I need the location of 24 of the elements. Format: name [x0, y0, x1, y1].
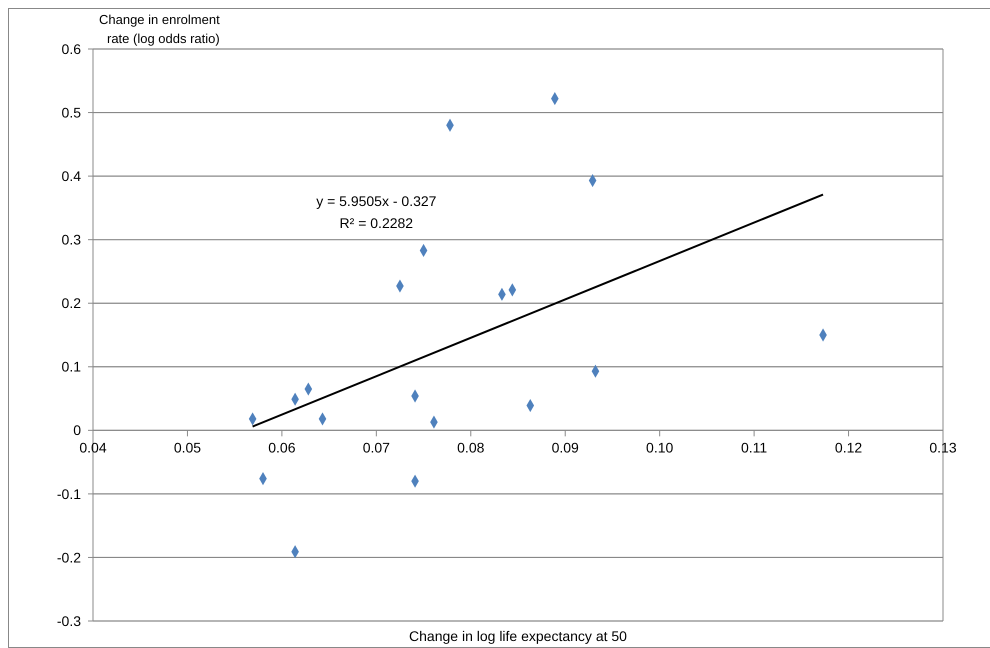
annotation: R² = 0.2282 [340, 215, 414, 232]
x-tick-label: 0.06 [268, 439, 296, 456]
x-tick-label: 0.08 [457, 439, 485, 456]
x-tick-label: 0.13 [929, 439, 957, 456]
y-tick-label: -0.2 [56, 549, 82, 566]
x-tick-label: 0.11 [741, 439, 768, 456]
x-axis-title: Change in log life expectancy at 50 [409, 628, 628, 644]
y-tick-label: -0.3 [56, 612, 82, 629]
x-tick-label: 0.07 [362, 439, 390, 456]
x-tick-label: 0.04 [79, 439, 107, 456]
y-tick-label: 0 [73, 422, 82, 438]
y-tick-label: 0.1 [62, 358, 82, 375]
y-tick-label: -0.1 [56, 486, 82, 502]
annotation: y = 5.9505x - 0.327 [316, 193, 437, 210]
y-tick-label: 0.4 [62, 168, 82, 184]
y-tick-label: 0.2 [62, 295, 82, 312]
y-tick-label: 0.6 [62, 40, 82, 57]
y-axis-title: Change in enrolment rate (log odds ratio) [99, 12, 220, 46]
x-tick-label: 0.12 [834, 439, 862, 456]
y-tick-label: 0.5 [62, 104, 82, 120]
x-tick-label: 0.05 [174, 439, 202, 456]
y-tick-label: 0.3 [62, 232, 82, 248]
x-tick-label: 0.09 [552, 439, 580, 456]
x-tick-label: 0.10 [646, 439, 674, 456]
